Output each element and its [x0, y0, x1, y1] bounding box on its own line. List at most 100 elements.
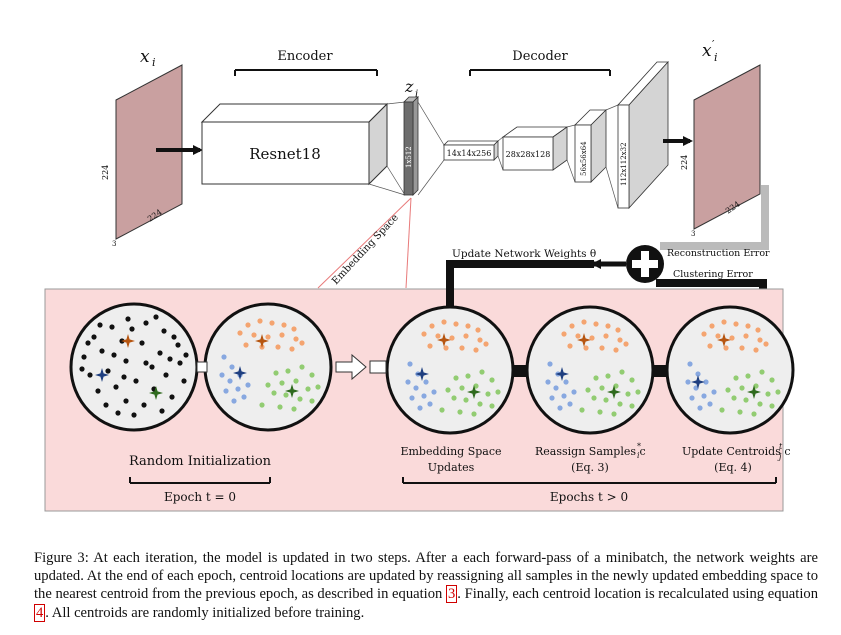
embedding-point	[571, 389, 577, 395]
embedding-point	[183, 352, 189, 358]
embedding-point	[715, 333, 721, 339]
embedding-point	[231, 398, 237, 404]
embedding-point	[701, 393, 707, 399]
embedding-point	[223, 388, 229, 394]
embedding-point	[757, 337, 763, 343]
embedding-point	[293, 336, 299, 342]
equation-3-link[interactable]: 3	[445, 585, 458, 604]
embedding-point	[169, 394, 175, 400]
epochs-label: Epochs t > 0	[550, 490, 628, 504]
embedding-point	[423, 379, 429, 385]
embedding-point	[451, 395, 457, 401]
embedding-point	[277, 404, 283, 410]
decoder-connector-2	[566, 124, 576, 183]
embedding-point	[409, 395, 415, 401]
embedding-point	[617, 337, 623, 343]
embedding-point	[575, 333, 581, 339]
embedding-point	[629, 403, 635, 409]
embedding-point	[429, 323, 435, 329]
embedding-point	[81, 354, 87, 360]
embedding-point	[613, 347, 619, 353]
embedding-point	[775, 389, 781, 395]
output-symbol: x	[702, 41, 712, 61]
embedding-point	[405, 379, 411, 385]
reconstruction-error-label: Reconstruction Error	[667, 248, 770, 259]
embedding-point	[251, 332, 257, 338]
epoch0-label: Epoch t = 0	[164, 490, 236, 504]
embedding-point	[585, 387, 591, 393]
decoder-block-3-label: 56x56x64	[580, 141, 588, 176]
input-dim-channels: 3	[112, 240, 116, 248]
embedding-point	[115, 410, 121, 416]
embedding-point	[635, 389, 641, 395]
embedding-point	[123, 398, 129, 404]
embedding-point	[605, 323, 611, 329]
embedding-point	[441, 319, 447, 325]
embedding-point	[591, 395, 597, 401]
decoder-block-1-label: 14x14x256	[447, 149, 492, 158]
embedding-point	[265, 334, 271, 340]
embedding-point	[131, 412, 137, 418]
embedding-point	[175, 342, 181, 348]
embedding-point	[731, 395, 737, 401]
embedding-updates-label-line1: Embedding Space	[400, 445, 501, 458]
embedding-point	[473, 383, 479, 389]
latent-to-decoder-lines	[417, 101, 445, 196]
embedding-point	[745, 323, 751, 329]
embedding-point	[453, 321, 459, 327]
embedding-point	[561, 393, 567, 399]
embedding-point	[693, 385, 699, 391]
equation-4-link[interactable]: 4	[34, 603, 46, 622]
embedding-point	[465, 373, 471, 379]
embedding-point	[105, 368, 111, 374]
embedding-point	[129, 326, 135, 332]
output-symbol-subscript: i	[714, 51, 718, 64]
random-init-label: Random Initialization	[129, 454, 272, 469]
embedding-point	[421, 331, 427, 337]
embedding-point	[427, 343, 433, 349]
embedding-point	[421, 393, 427, 399]
centroid-star	[467, 385, 481, 399]
centroid-star	[415, 367, 429, 381]
embedding-space-callout	[317, 197, 412, 289]
embedding-point	[241, 394, 247, 400]
embedding-point	[743, 333, 749, 339]
embedding-point	[299, 364, 305, 370]
embedding-point	[689, 395, 695, 401]
embedding-point	[243, 342, 249, 348]
input-image: x i 224 224 3	[101, 47, 183, 248]
embedding-point	[99, 348, 105, 354]
embedding-point	[121, 374, 127, 380]
latent-vector: 1x512 z i	[403, 77, 419, 196]
embedding-point	[563, 379, 569, 385]
embedding-point	[459, 385, 465, 391]
embedding-point	[291, 406, 297, 412]
embedding-point	[471, 411, 477, 417]
embedding-point	[87, 372, 93, 378]
embedding-point	[163, 372, 169, 378]
embedding-point	[219, 372, 225, 378]
embedding-point	[269, 320, 275, 326]
embedding-point	[703, 379, 709, 385]
output-dim-channels: 3	[691, 230, 695, 238]
embedding-point	[453, 375, 459, 381]
embedding-point	[111, 352, 117, 358]
decoder-brace	[469, 69, 611, 76]
embedding-point	[475, 327, 481, 333]
embedding-point	[489, 377, 495, 383]
decoder-block-4: 112x112x32	[617, 60, 669, 210]
latent-symbol-subscript: i	[415, 89, 418, 100]
decoder-block-4-label: 112x112x32	[620, 142, 628, 186]
update-centroids-label-line1: Update Centroids c	[682, 445, 791, 458]
embedding-point	[427, 401, 433, 407]
embedding-point	[763, 341, 769, 347]
output-symbol-prime: ′	[712, 38, 715, 51]
embedding-point	[753, 383, 759, 389]
embedding-point	[567, 401, 573, 407]
embedding-point	[477, 337, 483, 343]
centroid-star	[149, 386, 163, 400]
open-arrow-to-epochs	[335, 353, 387, 381]
embedding-point	[711, 389, 717, 395]
circle-random-init	[69, 302, 199, 432]
